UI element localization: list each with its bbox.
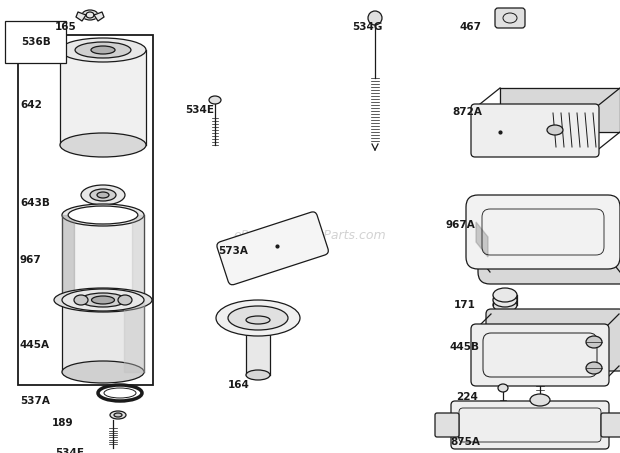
- Ellipse shape: [68, 206, 138, 224]
- Text: 165: 165: [55, 22, 77, 32]
- Ellipse shape: [82, 10, 98, 20]
- Ellipse shape: [75, 42, 131, 58]
- Ellipse shape: [209, 96, 221, 104]
- Ellipse shape: [246, 370, 270, 380]
- Ellipse shape: [62, 204, 144, 226]
- Polygon shape: [76, 12, 86, 21]
- FancyBboxPatch shape: [217, 212, 329, 285]
- FancyBboxPatch shape: [466, 195, 620, 269]
- Ellipse shape: [498, 384, 508, 392]
- Polygon shape: [62, 215, 144, 295]
- Ellipse shape: [586, 336, 602, 348]
- Ellipse shape: [216, 300, 300, 336]
- Text: 189: 189: [52, 418, 74, 428]
- Text: 875A: 875A: [450, 437, 480, 447]
- Ellipse shape: [114, 413, 122, 417]
- Ellipse shape: [54, 288, 152, 312]
- Ellipse shape: [246, 316, 270, 324]
- Text: 967: 967: [20, 255, 42, 265]
- Ellipse shape: [530, 394, 550, 406]
- Ellipse shape: [493, 293, 517, 307]
- Text: 573A: 573A: [218, 246, 248, 256]
- Bar: [60, 50, 146, 145]
- Bar: [62, 300, 144, 372]
- FancyBboxPatch shape: [471, 324, 609, 386]
- Ellipse shape: [81, 185, 125, 205]
- Polygon shape: [94, 12, 104, 21]
- Ellipse shape: [92, 296, 115, 304]
- FancyBboxPatch shape: [478, 210, 620, 284]
- FancyBboxPatch shape: [451, 401, 609, 449]
- Ellipse shape: [81, 293, 125, 307]
- Bar: [246, 320, 270, 375]
- Text: 445B: 445B: [450, 342, 480, 352]
- Text: 445A: 445A: [20, 340, 50, 350]
- Ellipse shape: [368, 11, 382, 25]
- Ellipse shape: [60, 133, 146, 157]
- Ellipse shape: [547, 125, 563, 135]
- Bar: [18, 35, 153, 385]
- Text: 643B: 643B: [20, 198, 50, 208]
- FancyBboxPatch shape: [495, 8, 525, 28]
- Text: 537A: 537A: [20, 396, 50, 406]
- Text: eReplacementParts.com: eReplacementParts.com: [234, 229, 386, 242]
- FancyBboxPatch shape: [435, 413, 459, 437]
- Ellipse shape: [62, 361, 144, 383]
- Ellipse shape: [97, 192, 109, 198]
- FancyBboxPatch shape: [486, 309, 620, 371]
- Text: 967A: 967A: [446, 220, 476, 230]
- Text: 872A: 872A: [452, 107, 482, 117]
- Ellipse shape: [74, 295, 88, 305]
- Ellipse shape: [493, 298, 517, 312]
- Polygon shape: [125, 50, 146, 145]
- Polygon shape: [476, 222, 488, 257]
- Text: 534F: 534F: [55, 448, 84, 453]
- Text: 534G: 534G: [352, 22, 383, 32]
- Polygon shape: [131, 215, 144, 295]
- Ellipse shape: [62, 284, 144, 306]
- Ellipse shape: [493, 288, 517, 302]
- Ellipse shape: [118, 295, 132, 305]
- Polygon shape: [62, 215, 74, 295]
- Polygon shape: [123, 300, 144, 372]
- Text: 467: 467: [460, 22, 482, 32]
- Ellipse shape: [91, 46, 115, 54]
- Text: 534E: 534E: [185, 105, 214, 115]
- Ellipse shape: [62, 289, 144, 311]
- Text: 171: 171: [454, 300, 476, 310]
- Text: 642: 642: [20, 100, 42, 110]
- FancyBboxPatch shape: [471, 104, 599, 157]
- FancyBboxPatch shape: [601, 413, 620, 437]
- Ellipse shape: [586, 362, 602, 374]
- Ellipse shape: [110, 411, 126, 419]
- Text: 536B: 536B: [21, 37, 51, 47]
- Ellipse shape: [228, 306, 288, 330]
- Ellipse shape: [90, 189, 116, 201]
- Text: 164: 164: [228, 380, 250, 390]
- Polygon shape: [500, 88, 620, 132]
- Text: 224: 224: [456, 392, 478, 402]
- Ellipse shape: [60, 38, 146, 62]
